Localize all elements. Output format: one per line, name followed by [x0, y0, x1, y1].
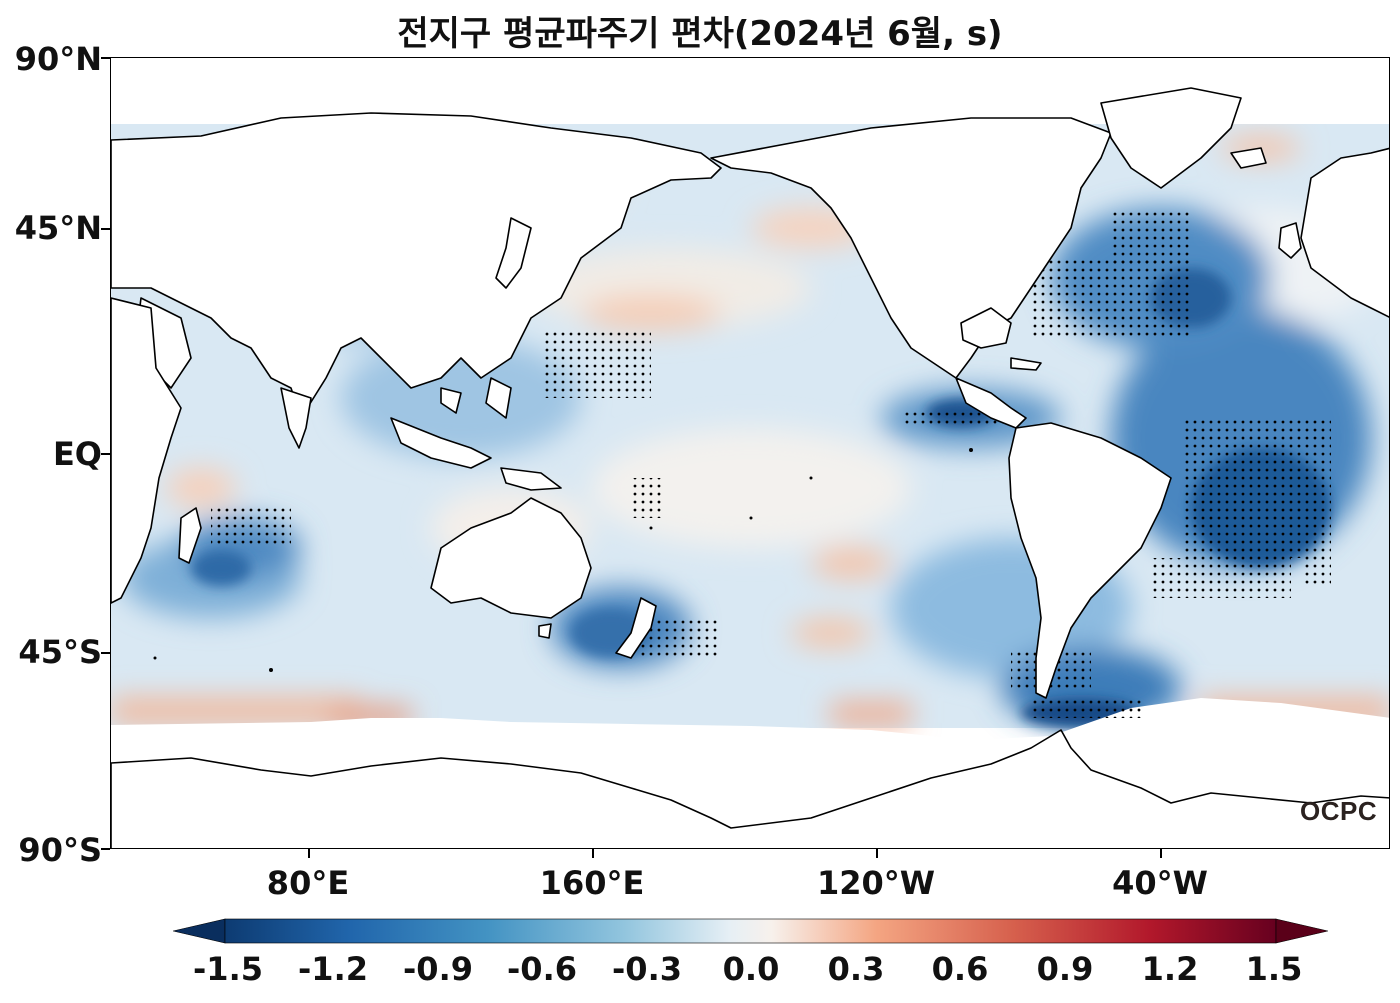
lon-label-80e: 80°E	[266, 864, 350, 902]
lon-tick	[308, 849, 310, 858]
colorbar-label: 0.0	[722, 950, 780, 988]
colorbar-label: 1.5	[1245, 950, 1303, 988]
lat-label-45s: 45°S	[18, 633, 102, 671]
colorbar-label: 0.9	[1036, 950, 1094, 988]
colorbar-extend-max	[1275, 918, 1328, 944]
lat-label-45n: 45°N	[14, 209, 102, 247]
lat-tick	[101, 652, 110, 654]
lon-tick	[1160, 849, 1162, 858]
colorbar-extend-min	[173, 918, 226, 944]
colorbar-label: -1.2	[298, 950, 368, 988]
significance-stippling	[211, 208, 1331, 718]
antarctica-landmass	[111, 729, 1389, 848]
asia-landmass	[111, 112, 722, 419]
map-title: 전지구 평균파주기 편차(2024년 6월, s)	[397, 14, 1003, 54]
lon-label-40w: 40°W	[1112, 864, 1208, 902]
australia-landmass	[430, 497, 592, 619]
europe-landmass	[1300, 147, 1389, 318]
colorbar-label: -0.6	[507, 950, 577, 988]
lat-label-90s: 90°S	[18, 831, 102, 869]
coastlines	[111, 87, 1389, 848]
map-panel	[110, 57, 1390, 849]
new-zealand	[615, 597, 657, 659]
lon-tick	[876, 849, 878, 858]
colorbar-label: -0.9	[403, 950, 473, 988]
lat-label-90n: 90°N	[14, 40, 102, 78]
colorbar-label: -0.3	[612, 950, 682, 988]
lon-label-160e: 160°E	[539, 864, 645, 902]
lon-label-120w: 120°W	[816, 864, 936, 902]
colorbar-gradient	[224, 918, 1277, 944]
greenland	[1100, 87, 1242, 189]
ocpc-logo: OCPC	[1300, 796, 1378, 826]
madagascar	[178, 507, 202, 564]
africa-landmass	[111, 297, 182, 604]
colorbar-label: 0.6	[931, 950, 989, 988]
lat-label-eq: EQ	[52, 435, 102, 473]
lat-tick	[101, 228, 110, 230]
colorbar-label: 1.2	[1141, 950, 1199, 988]
lat-tick	[101, 848, 110, 850]
colorbar-label: -1.5	[193, 950, 263, 988]
colorbar	[173, 918, 1328, 944]
south-america-landmass	[1008, 422, 1172, 699]
colorbar-label: 0.3	[827, 950, 885, 988]
lat-tick	[101, 453, 110, 455]
wave-period-anomaly-map	[111, 58, 1389, 848]
lat-tick	[101, 57, 110, 59]
lon-tick	[592, 849, 594, 858]
